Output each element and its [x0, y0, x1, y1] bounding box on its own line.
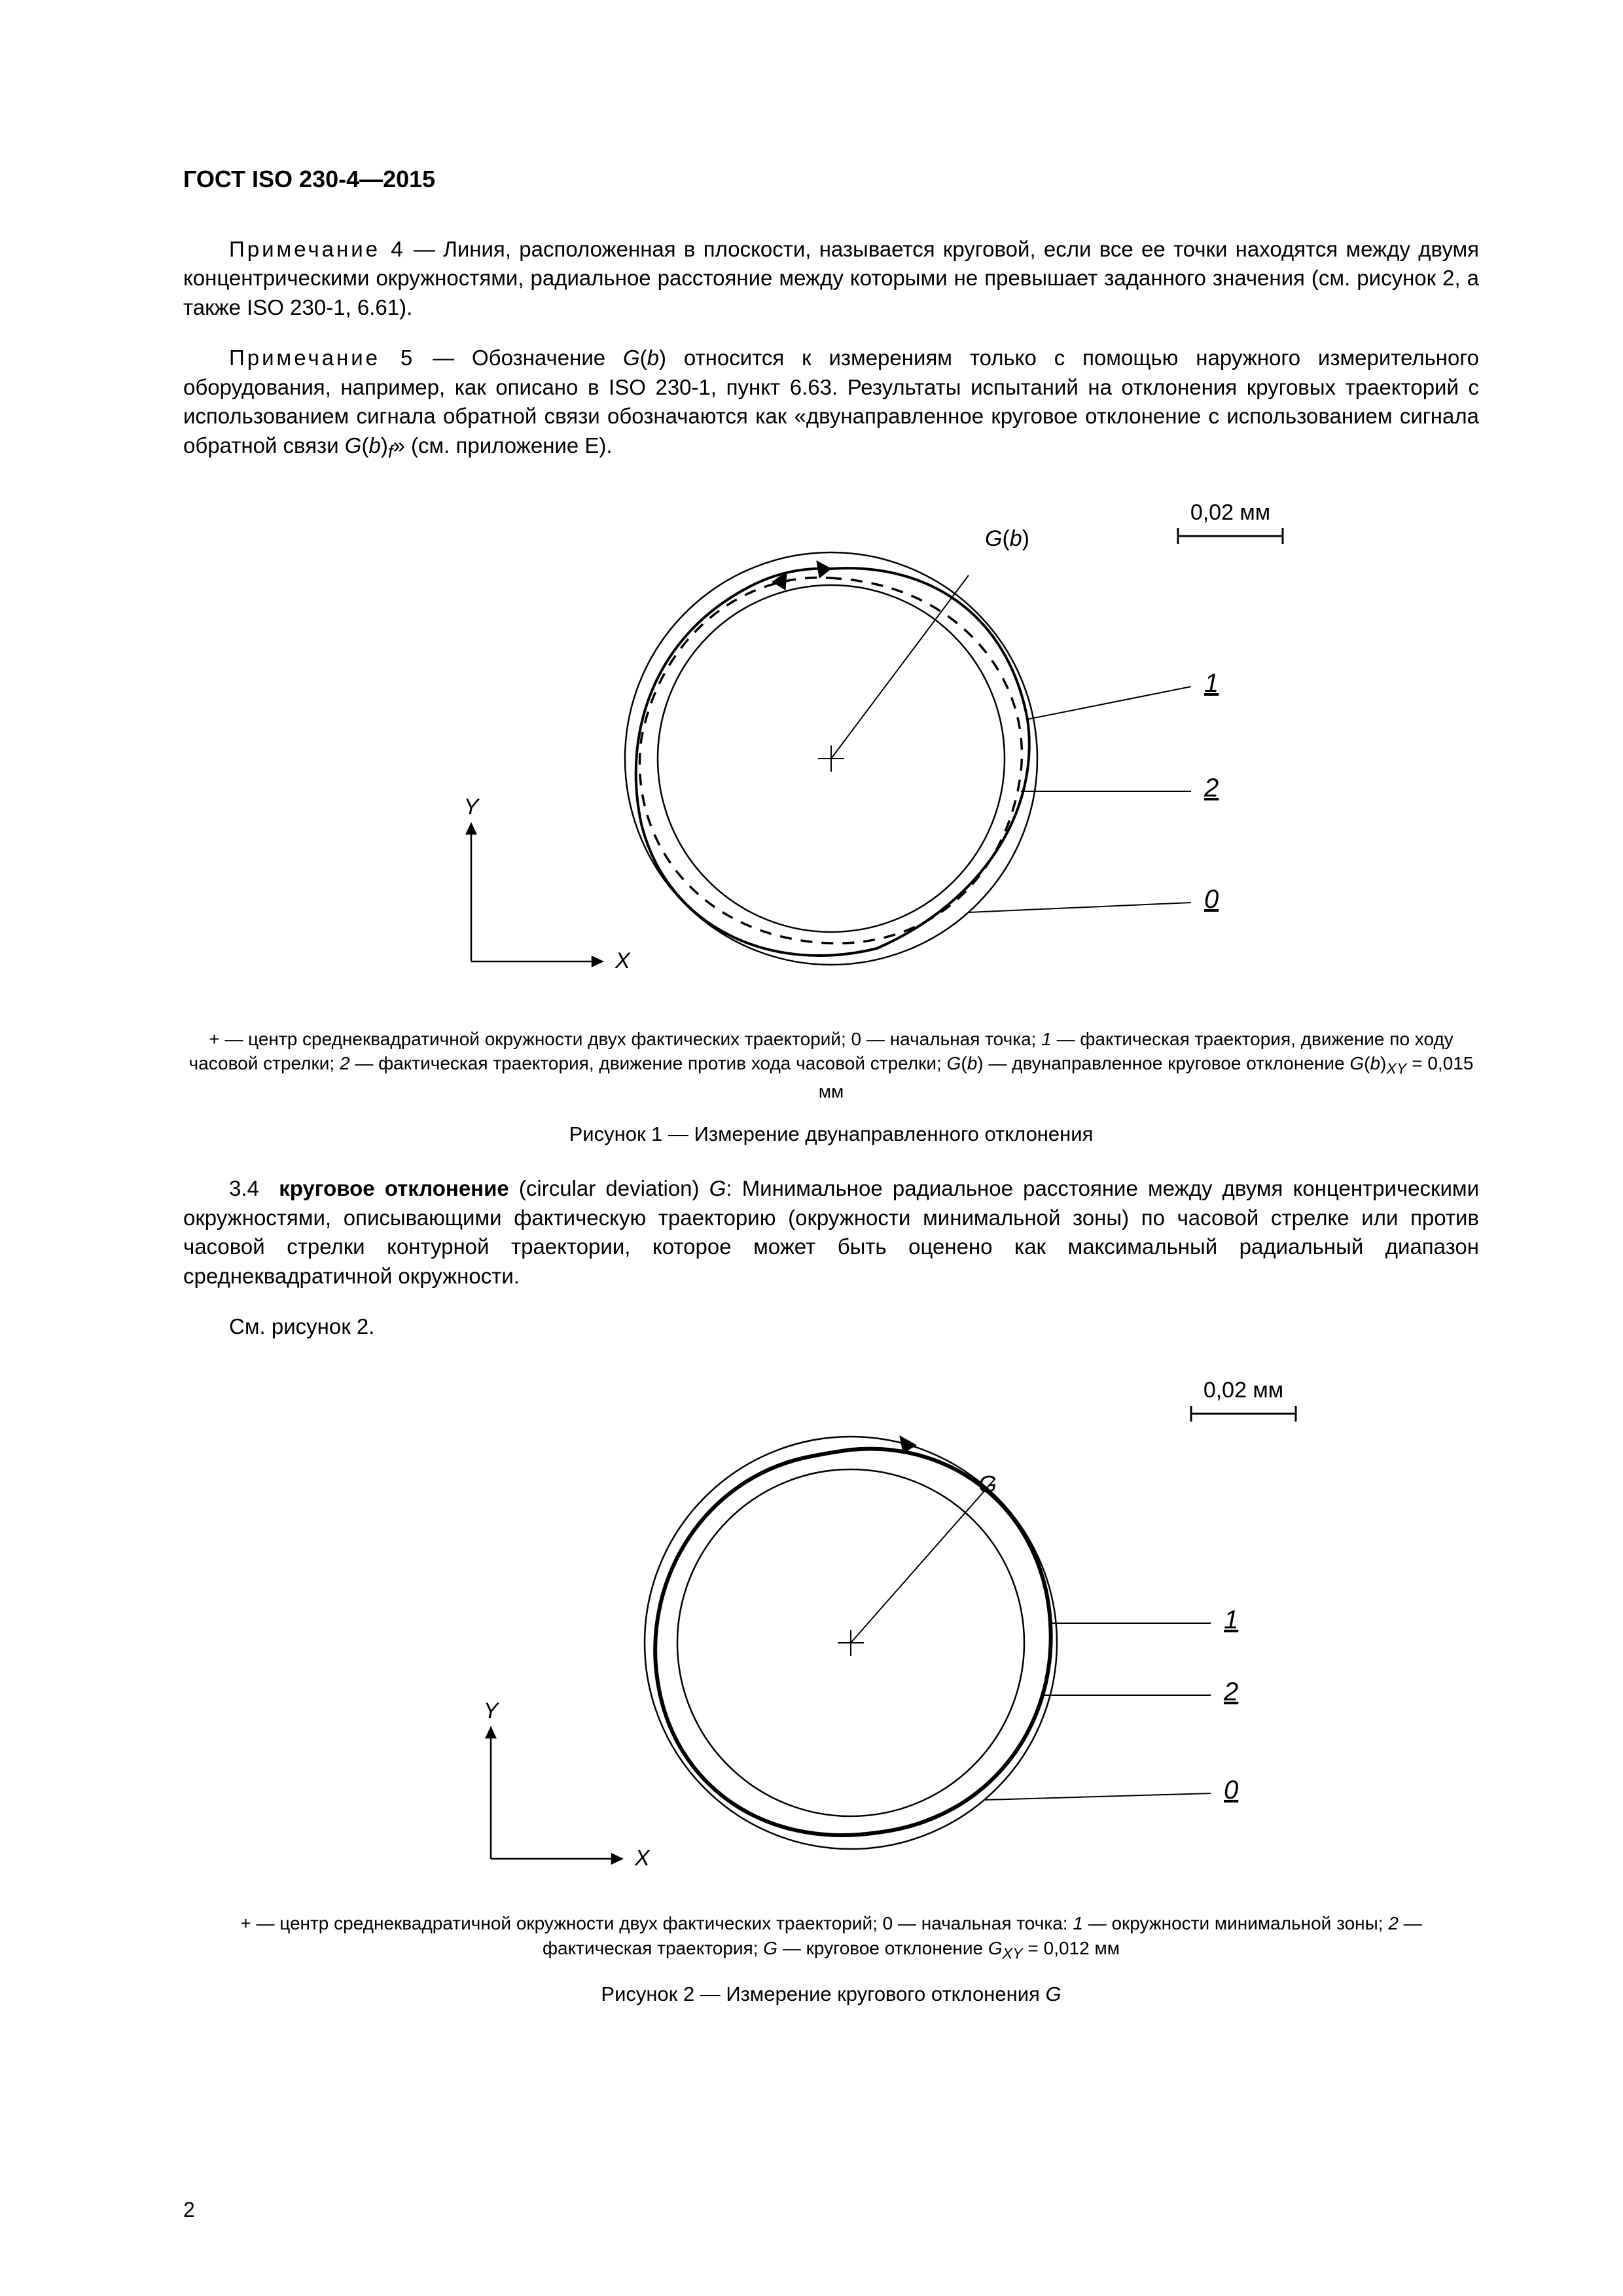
- fig2-title: Рисунок 2 — Измерение кругового отклонен…: [183, 1981, 1479, 2008]
- fig1-arrow-cw: [817, 561, 831, 578]
- note5-label: Примечание 5: [229, 346, 415, 370]
- fig2-lbl-0: 0: [1224, 1776, 1238, 1804]
- fig2-call0-line: [985, 1793, 1211, 1800]
- note-4: Примечание 4 — Линия, расположенная в пл…: [183, 235, 1479, 323]
- sec34-sym: G: [709, 1176, 726, 1200]
- fig2-lbl-1: 1: [1224, 1605, 1238, 1634]
- note5-pre: Обозначение: [472, 346, 623, 370]
- fig1-path-cw: [636, 568, 1029, 956]
- fig1-legend: + — центр среднеквадратичной окружности …: [183, 1027, 1479, 1105]
- note5-gb: G: [623, 346, 640, 370]
- sec34-eng: (circular deviation): [519, 1176, 700, 1200]
- fig1-gb-label: G(b): [985, 526, 1029, 551]
- fig2-axis-y: Y: [484, 1698, 500, 1723]
- note5-tail: » (см. приложение Е).: [393, 433, 612, 457]
- fig1-call1-line: [1027, 687, 1191, 719]
- fig1-lbl-2: 2: [1204, 774, 1219, 802]
- note4-dash: —: [406, 237, 444, 261]
- fig2-lbl-2: 2: [1223, 1677, 1238, 1706]
- fig2-arrow: [900, 1436, 916, 1453]
- doc-header: ГОСТ ISO 230-4—2015: [183, 164, 1479, 196]
- fig2-g-label: G: [978, 1471, 997, 1498]
- fig1-title: Рисунок 1 — Измерение двунаправленного о…: [183, 1121, 1479, 1148]
- fig2-scale-label: 0,02 мм: [1204, 1378, 1283, 1403]
- sec34-see: См. рисунок 2.: [183, 1312, 1479, 1342]
- fig2-g-line: [851, 1479, 995, 1643]
- fig1-axes: Y X: [464, 795, 631, 973]
- fig1-lbl-0: 0: [1204, 885, 1219, 914]
- note-5: Примечание 5 — Обозначение G(b) относитс…: [183, 344, 1479, 463]
- sec34-term: круговое отклонение: [279, 1176, 509, 1200]
- fig1-axis-x: X: [615, 948, 631, 973]
- fig1-lbl-1: 1: [1204, 669, 1219, 698]
- figure-2: 0,02 мм Y X G: [275, 1361, 1387, 1905]
- page: ГОСТ ISO 230-4—2015 Примечание 4 — Линия…: [0, 0, 1623, 2296]
- fig2-axis-x: X: [634, 1846, 651, 1871]
- figure-1: 0,02 мм Y X: [275, 484, 1387, 1020]
- sec34-num: 3.4: [229, 1176, 259, 1200]
- fig2-path: [655, 1448, 1050, 1835]
- fig1-gb-line: [831, 575, 969, 759]
- fig1-axis-y: Y: [464, 795, 480, 819]
- page-number: 2: [183, 2196, 195, 2224]
- fig1-scale-bar: 0,02 мм: [1178, 500, 1283, 544]
- fig1-scale-label: 0,02 мм: [1190, 500, 1270, 525]
- fig2-legend: + — центр среднеквадратичной окружности …: [183, 1911, 1479, 1964]
- fig2-scale-bar: 0,02 мм: [1191, 1378, 1296, 1422]
- fig2-axes: Y X: [484, 1698, 651, 1871]
- fig1-call0-line: [969, 903, 1191, 912]
- note5-dash: —: [415, 346, 472, 370]
- section-3-4: 3.4 круговое отклонение (circular deviat…: [183, 1174, 1479, 1291]
- note4-label: Примечание 4: [229, 237, 406, 261]
